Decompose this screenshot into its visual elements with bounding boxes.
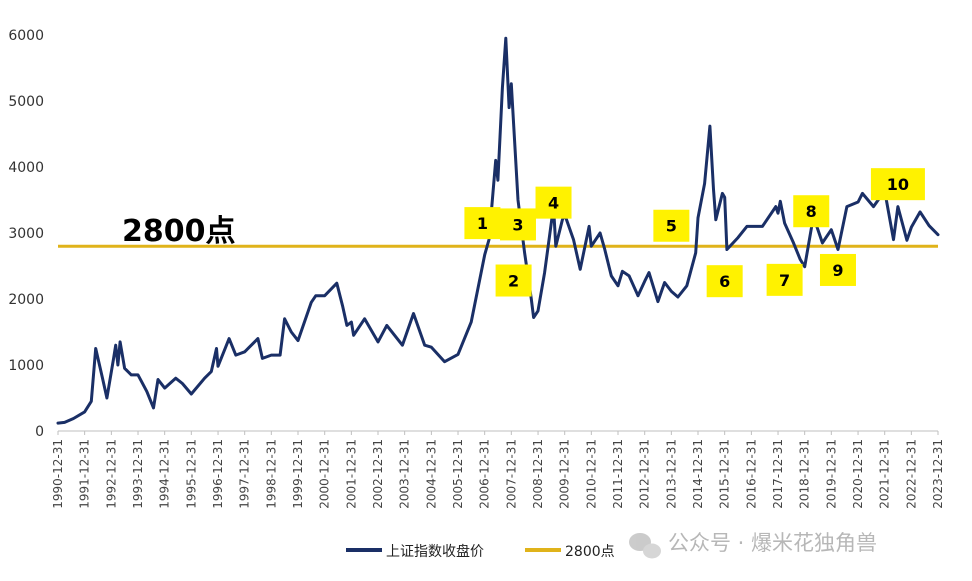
wechat-icon bbox=[629, 533, 661, 559]
marker-label: 3 bbox=[512, 215, 523, 234]
marker-box bbox=[870, 168, 925, 201]
x-tick-label: 2002-12-31 bbox=[371, 439, 385, 509]
marker-label: 1 bbox=[477, 214, 488, 233]
y-tick-label: 5000 bbox=[8, 94, 44, 110]
x-tick-label: 1996-12-31 bbox=[211, 439, 225, 509]
series-line-group bbox=[56, 36, 940, 425]
x-tick-label: 2007-12-31 bbox=[504, 439, 518, 509]
x-tick-label: 1993-12-31 bbox=[131, 439, 145, 509]
y-tick-label: 3000 bbox=[8, 226, 44, 242]
y-tick-label: 4000 bbox=[8, 160, 44, 176]
marker-label: 7 bbox=[779, 271, 790, 290]
y-tick-label: 1000 bbox=[8, 358, 44, 374]
y-tick-label: 0 bbox=[35, 424, 44, 440]
marker-box bbox=[793, 195, 830, 228]
x-tick-label: 2016-12-31 bbox=[744, 439, 758, 509]
x-tick-label: 2009-12-31 bbox=[558, 439, 572, 509]
marker-label: 2 bbox=[508, 272, 519, 291]
y-axis: 0 1000 2000 3000 4000 5000 6000 bbox=[8, 28, 44, 440]
marker-label: 6 bbox=[719, 272, 730, 291]
marker-label: 8 bbox=[806, 202, 817, 221]
marker-label: 4 bbox=[548, 194, 559, 213]
x-tick-label: 1998-12-31 bbox=[264, 439, 278, 509]
y-tick-label: 2000 bbox=[8, 292, 44, 308]
watermark: 公众号 · 爆米花独角兽 bbox=[629, 531, 877, 559]
x-tick-label: 2023-12-31 bbox=[931, 439, 945, 509]
marker-box bbox=[653, 209, 690, 242]
watermark-text: 公众号 · 爆米花独角兽 bbox=[668, 531, 877, 555]
x-tick-label: 2018-12-31 bbox=[798, 439, 812, 509]
x-tick-label: 2004-12-31 bbox=[424, 439, 438, 509]
x-tick-label: 2006-12-31 bbox=[478, 439, 492, 509]
marker-box bbox=[706, 265, 743, 298]
legend-label-main: 上证指数收盘价 bbox=[386, 543, 484, 560]
x-tick-label: 2001-12-31 bbox=[344, 439, 358, 509]
x-tick-label: 2017-12-31 bbox=[771, 439, 785, 509]
legend-label-ref: 2800点 bbox=[565, 544, 615, 560]
y-tick-label: 6000 bbox=[8, 28, 44, 44]
marker-box bbox=[535, 186, 572, 219]
x-tick-label: 2020-12-31 bbox=[851, 439, 865, 509]
x-tick-label: 2014-12-31 bbox=[691, 439, 705, 509]
x-tick-label: 1997-12-31 bbox=[238, 439, 252, 509]
x-tick-label: 2022-12-31 bbox=[904, 439, 918, 509]
x-tick-label: 2003-12-31 bbox=[398, 439, 412, 509]
marker-box bbox=[499, 208, 536, 241]
reference-line-label: 2800点 bbox=[122, 214, 236, 249]
x-tick-label: 1995-12-31 bbox=[184, 439, 198, 509]
x-tick-label: 2008-12-31 bbox=[531, 439, 545, 509]
legend: 上证指数收盘价 2800点 bbox=[346, 543, 615, 560]
x-tick-label: 1992-12-31 bbox=[104, 439, 118, 509]
marker-box bbox=[819, 253, 856, 286]
index-close-line bbox=[56, 36, 940, 425]
x-tick-label: 1999-12-31 bbox=[291, 439, 305, 509]
marker-label: 10 bbox=[887, 175, 909, 194]
x-tick-label: 2012-12-31 bbox=[638, 439, 652, 509]
x-tick-label: 1994-12-31 bbox=[158, 439, 172, 509]
reference-line-group: 2800点 bbox=[58, 214, 938, 249]
x-tick-label: 1991-12-31 bbox=[78, 439, 92, 509]
x-tick-label: 2015-12-31 bbox=[718, 439, 732, 509]
x-tick-label: 2021-12-31 bbox=[878, 439, 892, 509]
marker-box bbox=[766, 263, 803, 296]
x-tick-label: 2010-12-31 bbox=[584, 439, 598, 509]
x-tick-label: 2000-12-31 bbox=[318, 439, 332, 509]
x-tick-label: 2011-12-31 bbox=[611, 439, 625, 509]
marker-box bbox=[495, 264, 532, 297]
marker-box bbox=[464, 207, 501, 240]
x-axis: 1990-12-31 1991-12-31 1992-12-31 1993-12-31… bbox=[51, 430, 945, 509]
x-tick-label: 2019-12-31 bbox=[824, 439, 838, 509]
marker-label: 9 bbox=[832, 261, 843, 280]
x-tick-label: 2005-12-31 bbox=[451, 439, 465, 509]
marker-group: 1 2 3 4 5 6 7 8 9 10 bbox=[464, 168, 925, 298]
x-tick-label: 1990-12-31 bbox=[51, 439, 65, 509]
x-tick-label: 2013-12-31 bbox=[664, 439, 678, 509]
marker-label: 5 bbox=[666, 217, 677, 236]
